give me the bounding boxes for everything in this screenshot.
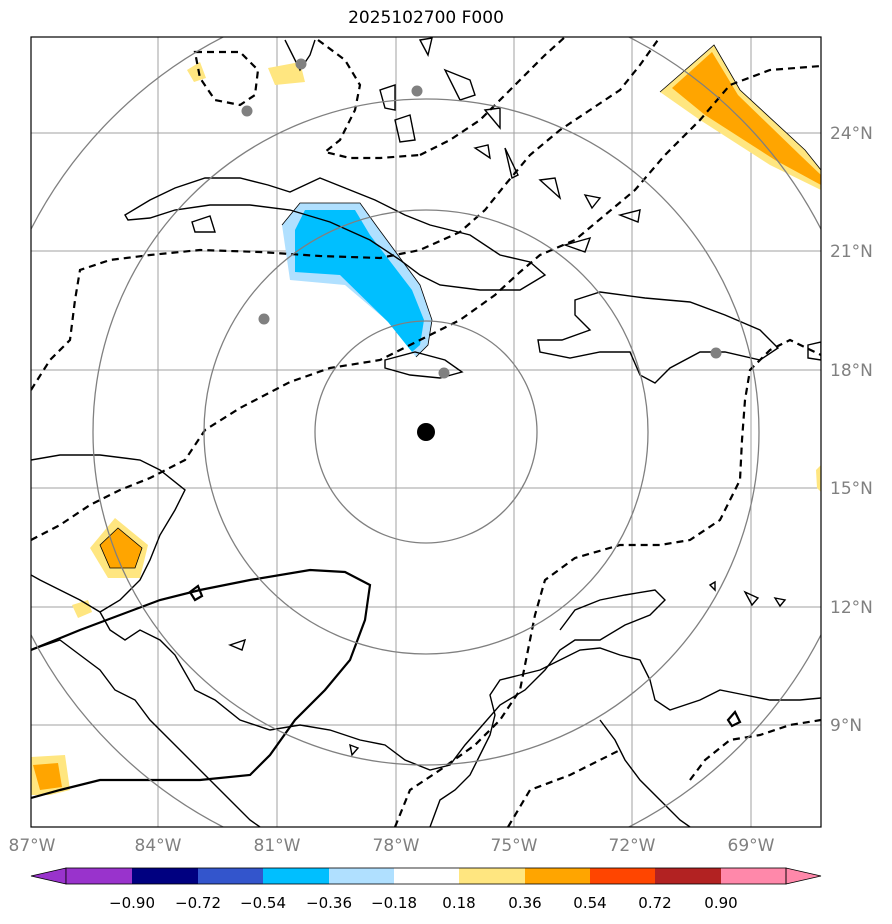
lat-label: 15°N [830,479,873,499]
colorbar-label: −0.72 [175,894,221,912]
lat-label: 18°N [830,361,873,381]
colorbar-extend-low [30,867,67,885]
dashed-contours [31,37,821,827]
colorbar-label: −0.18 [371,894,417,912]
colorbar-label: 0.18 [442,894,475,912]
storm-center-marker [417,423,435,441]
colorbar-segment [329,868,394,884]
colorbar-extend-high [785,867,822,885]
station-marker [411,85,423,97]
map-title: 2025102700 F000 [348,8,504,28]
lon-label: 69°W [728,836,775,856]
colorbar-segment [66,868,132,884]
colorbar-label: −0.36 [306,894,352,912]
lat-label: 24°N [830,124,873,144]
colorbar-label: 0.90 [704,894,737,912]
station-marker [710,347,722,359]
colorbar-segment [263,868,329,884]
anomaly-outlines [99,44,821,569]
station-marker [241,105,253,117]
colorbar-label: 0.54 [573,894,606,912]
lon-label: 78°W [373,836,420,856]
colorbar-label: −0.54 [240,894,286,912]
solid-contours [31,568,742,800]
latitude-labels: 24°N 21°N 18°N 15°N 12°N 9°N [830,124,873,736]
positive-anomaly-regions [31,45,821,795]
lon-label: 75°W [491,836,538,856]
colorbar-segment [590,868,655,884]
map-frame [30,36,822,828]
colorbar-segment [721,868,786,884]
graticule [31,37,821,827]
station-markers [241,58,722,379]
station-marker [438,367,450,379]
range-rings [31,37,821,827]
lat-label: 21°N [830,242,873,262]
station-marker [258,313,270,325]
coastlines [31,37,821,827]
colorbar-segment [132,868,198,884]
colorbar-segment [394,868,459,884]
negative-anomaly-region [282,203,432,357]
lon-label: 81°W [254,836,301,856]
station-marker [295,58,307,70]
colorbar-label: −0.90 [109,894,155,912]
colorbar-segment [198,868,263,884]
colorbar: −0.90 −0.72 −0.54 −0.36 −0.18 0.18 0.36 … [30,867,822,912]
lat-label: 9°N [830,716,862,736]
lon-label: 84°W [135,836,182,856]
colorbar-label: 0.36 [508,894,541,912]
map-area [31,37,821,827]
colorbar-segment [655,868,721,884]
lon-label: 87°W [9,836,56,856]
longitude-labels: 87°W 84°W 81°W 78°W 75°W 72°W 69°W [9,836,775,856]
colorbar-label: 0.72 [638,894,671,912]
lon-label: 72°W [609,836,656,856]
colorbar-segment [525,868,590,884]
colorbar-segment [459,868,525,884]
lat-label: 12°N [830,598,873,618]
